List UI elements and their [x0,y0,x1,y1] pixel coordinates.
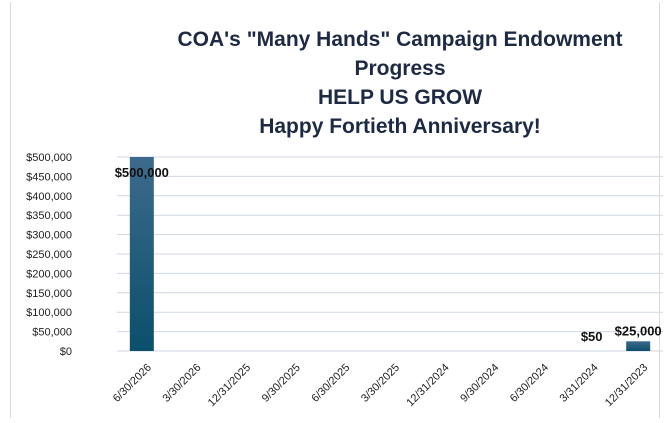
data-labels: $500,000 $50 $25,000 [115,165,662,344]
chart-title-line-3: HELP US GROW [317,86,483,109]
x-tick-label: 3/30/2025 [359,362,402,405]
y-tick-label: $0 [60,346,72,358]
y-tick-label: $100,000 [26,307,72,319]
chart-title-line-1: COA's "Many Hands" Campaign Endowment [177,28,623,51]
data-label: $25,000 [615,323,662,338]
chart-frame [10,2,660,418]
chart-title-line-4: Happy Fortieth Anniversary! [259,115,541,138]
data-label: $500,000 [115,165,169,180]
bar [626,341,651,351]
y-tick-label: $300,000 [26,230,72,242]
x-axis: 6/30/2026 3/30/2026 12/31/2025 9/30/2025 6/3… [111,362,650,409]
x-tick-label: 6/30/2024 [508,362,551,405]
x-tick-label: 6/30/2026 [111,362,154,405]
y-tick-label: $400,000 [26,191,72,203]
y-axis: $0 $50,000 $100,000 $150,000 $200,000 $250,00… [26,152,72,358]
chart-title-line-2: Progress [354,57,446,80]
gridlines [117,156,663,352]
y-tick-label: $350,000 [26,210,72,222]
data-label: $50 [581,329,603,344]
y-tick-label: $200,000 [26,268,72,280]
y-tick-label: $250,000 [26,249,72,261]
x-tick-label: 6/30/2025 [309,362,352,405]
y-tick-label: $50,000 [32,327,72,339]
x-tick-label: 12/31/2024 [404,362,451,409]
bars [129,157,651,351]
x-tick-label: 12/31/2023 [603,362,650,409]
x-tick-label: 3/30/2026 [160,362,203,405]
x-tick-label: 9/30/2025 [260,362,303,405]
y-tick-label: $450,000 [26,171,72,183]
y-tick-label: $150,000 [26,288,72,300]
x-tick-label: 12/31/2025 [206,362,253,409]
y-tick-label: $500,000 [26,152,72,164]
bar [129,157,154,351]
x-tick-label: 9/30/2024 [458,362,501,405]
x-tick-label: 3/31/2024 [558,362,601,405]
